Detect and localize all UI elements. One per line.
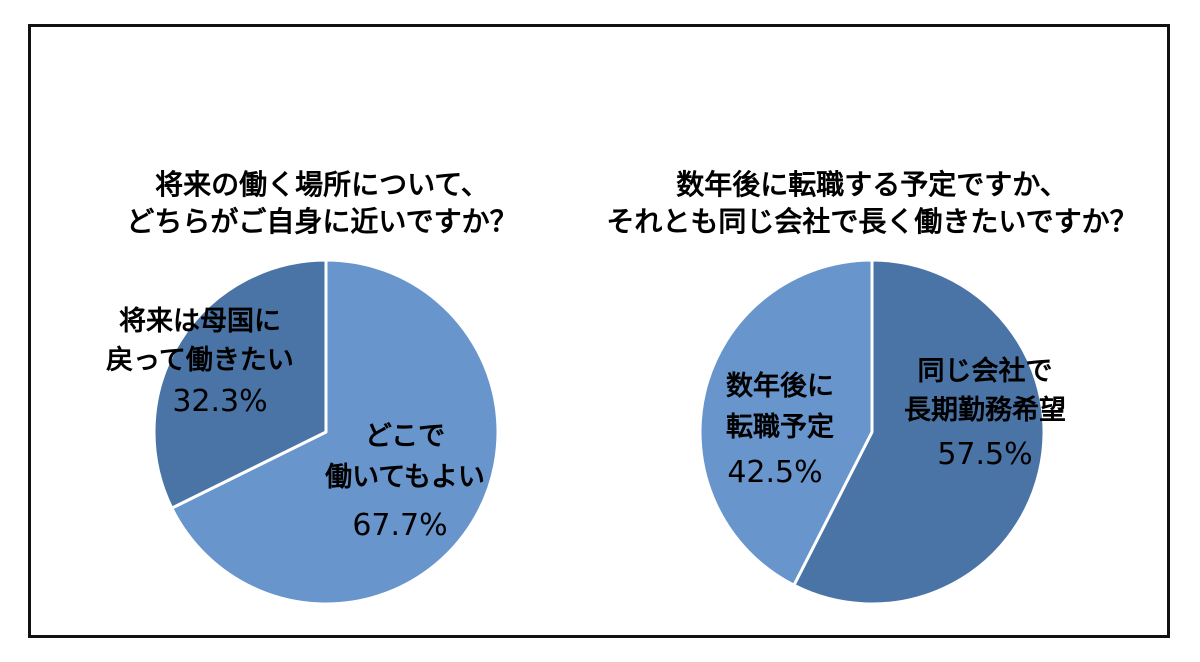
chart1-slice1-value-label: 32.3% — [172, 384, 267, 419]
chart1-title-line1: 将来の働く場所について、 — [155, 168, 489, 201]
chart2-slice2-value-label: 42.5% — [727, 455, 822, 490]
chart1-slice2-label-line1: どこで — [365, 421, 445, 452]
chart1-slice2-value-label: 67.7% — [352, 508, 447, 543]
pie-chart-2 — [698, 258, 1046, 606]
chart1-title-line2: どちらがご自身に近いですか？ — [126, 205, 517, 238]
chart2-slice2-label-line1: 数年後に — [726, 370, 834, 402]
chart2-slice2-label-line2: 転職予定 — [726, 411, 834, 443]
chart2-slice-2 — [698, 258, 874, 587]
chart1-slice2-label-line2: 働いてもよい — [325, 462, 485, 493]
chart1-slice-1 — [152, 258, 328, 510]
chart2-slice1-label-line2: 長期勤務希望 — [904, 395, 1066, 426]
chart1-slice1-label-line2: 戻って働きたい — [106, 345, 294, 376]
chart2-title-line1: 数年後に転職する予定ですか、 — [676, 168, 1067, 201]
chart2-title-line2: それとも同じ会社で長く働きたいですか？ — [606, 205, 1137, 238]
chart2-slice1-value-label: 57.5% — [937, 437, 1032, 472]
pie-chart-1 — [152, 258, 500, 606]
chart2-slice1-label-line1: 同じ会社で — [918, 355, 1053, 387]
chart1-slice1-label-line1: 将来は母国に — [119, 306, 281, 337]
chart2-slice-1 — [792, 258, 1046, 606]
chart1-slice-2 — [170, 258, 500, 606]
